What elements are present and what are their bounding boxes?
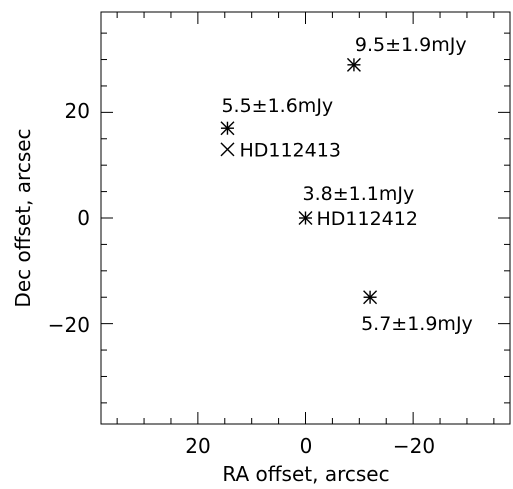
source-labels: 3.8±1.1mJy HD112412 5.5±1.6mJy HD112413 9.5±…: [221, 34, 472, 335]
y-axis-label: Dec offset, arcsec: [11, 128, 35, 307]
asterisk-marker: [220, 121, 235, 136]
asterisk-marker: [363, 290, 378, 305]
x-axis-label: RA offset, arcsec: [222, 462, 389, 486]
y-tick-label: 0: [77, 206, 90, 230]
y-tick-label: 20: [65, 99, 90, 123]
flux-label: 9.5±1.9mJy: [355, 34, 467, 56]
axis-ticks: [101, 12, 510, 424]
flux-label: 5.7±1.9mJy: [361, 313, 473, 335]
source-markers: [220, 57, 378, 305]
x-tick-label: 20: [185, 434, 210, 458]
source-name-label: HD112412: [317, 208, 418, 230]
y-tick-label: −20: [48, 313, 90, 337]
marker-stroke: [220, 142, 235, 157]
x-tick-label: 0: [300, 434, 313, 458]
flux-label: 3.8±1.1mJy: [303, 183, 415, 205]
asterisk-marker: [298, 211, 313, 225]
source-name-label: HD112413: [239, 139, 340, 161]
flux-label: 5.5±1.6mJy: [221, 95, 333, 117]
x-tick-label: −20: [393, 434, 435, 458]
cross-marker: [220, 142, 235, 157]
asterisk-marker: [346, 57, 361, 72]
